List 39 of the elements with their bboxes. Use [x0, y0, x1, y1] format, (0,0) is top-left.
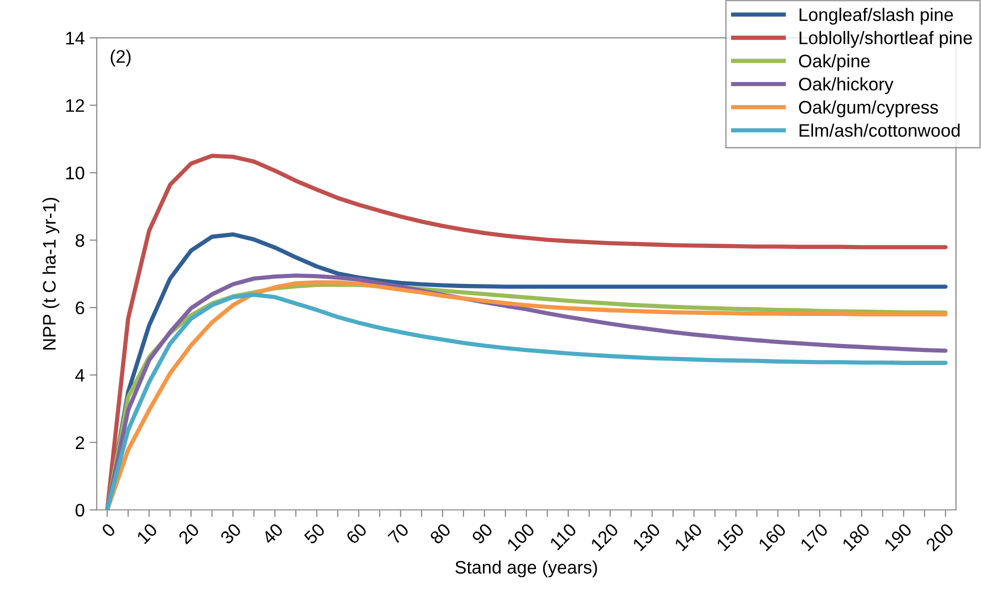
legend-label: Longleaf/slash pine [800, 8, 953, 25]
x-tick-label: 70 [387, 522, 410, 545]
legend-label: Loblolly/shortleaf pine [800, 30, 972, 48]
legend-label: Oak/hickory [799, 77, 894, 94]
legend-label: Oak/pine [799, 54, 870, 71]
x-tick-label: 200 [925, 522, 954, 552]
y-tick-label: 8 [76, 234, 84, 247]
x-tick-label: 10 [136, 522, 158, 544]
x-tick-label: 180 [842, 522, 871, 552]
x-tick-label: 160 [758, 522, 787, 552]
y-tick-label: 10 [66, 166, 84, 180]
x-tick-label: 110 [549, 522, 578, 550]
y-tick-label: 0 [76, 504, 84, 517]
x-tick-label: 170 [800, 522, 829, 552]
y-tick-label: 12 [66, 99, 84, 112]
x-tick-label: 80 [429, 522, 452, 545]
legend-label: Oak/gum/cypress [799, 100, 938, 118]
x-tick-label: 60 [345, 522, 368, 545]
x-tick-label: 120 [590, 522, 620, 552]
x-tick-label: 190 [884, 522, 912, 552]
x-axis-title: Stand age (years) [455, 560, 597, 578]
x-tick-label: 90 [471, 522, 494, 545]
x-tick-label: 40 [261, 522, 284, 545]
y-tick-label: 14 [66, 32, 84, 44]
x-tick-label: 150 [716, 522, 745, 552]
line-series [105, 154, 948, 510]
annotation: (2) [110, 50, 131, 66]
x-tick-label: 20 [178, 522, 200, 545]
x-tick-label: 0 [100, 522, 116, 538]
x-tick-label: 130 [632, 522, 661, 552]
y-tick-label: 6 [76, 302, 84, 314]
y-tick-label: 2 [76, 436, 84, 449]
y-axis-title: NPP (t C ha-1 yr-1) [42, 198, 60, 350]
y-tick-label: 4 [75, 369, 84, 382]
x-tick-label: 100 [506, 522, 536, 552]
x-tick-label: 30 [220, 522, 242, 545]
x-tick-label: 50 [303, 522, 326, 545]
x-tick-label: 140 [674, 522, 703, 552]
legend-label: Elm/ash/cottonwood [800, 124, 960, 137]
